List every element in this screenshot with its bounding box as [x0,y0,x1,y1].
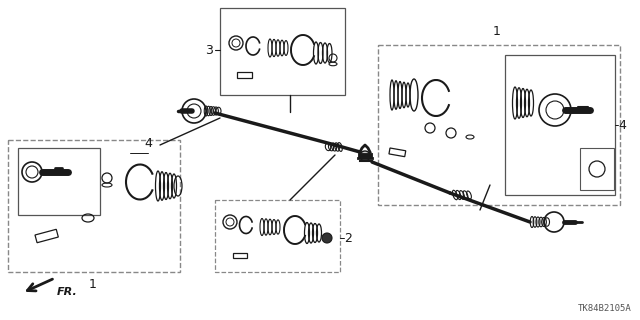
Bar [237,72,252,78]
Text: 1: 1 [89,278,97,291]
Bar [580,148,614,190]
Text: TK84B2105A: TK84B2105A [579,304,632,313]
Bar [220,8,345,95]
Bar [378,45,620,205]
Text: 3: 3 [205,44,213,57]
Text: 4: 4 [618,118,626,132]
Circle shape [360,151,370,161]
Bar [389,148,406,157]
Text: 4: 4 [144,137,152,150]
Bar [233,253,247,258]
Text: FR.: FR. [57,287,77,297]
Bar [8,140,180,272]
Bar [215,200,340,272]
Circle shape [322,233,332,243]
Bar [35,229,58,243]
Text: 2: 2 [344,231,352,244]
Bar [18,148,100,215]
Text: 1: 1 [493,25,501,38]
Bar [505,55,615,195]
